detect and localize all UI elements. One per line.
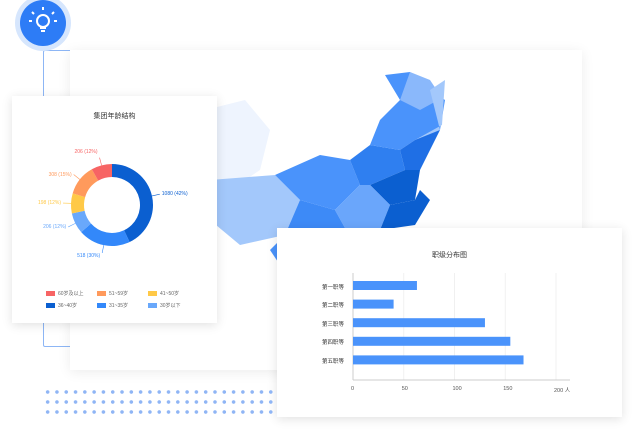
x-tick-label: 200 人 xyxy=(554,388,571,394)
legend-item: 51~59岁 xyxy=(97,290,128,297)
slice-label: 1080 (42%) xyxy=(161,191,188,198)
donut-slice xyxy=(91,164,112,181)
age-structure-card: 集团年龄结构 1080 (42%) 518 (30%) 206 (12%) 198 (… xyxy=(12,96,217,323)
label-leader-line xyxy=(99,157,102,166)
x-tick-label: 100 xyxy=(452,386,462,392)
slice-label: 198 (12%) xyxy=(37,200,62,207)
bar xyxy=(353,281,417,290)
lightbulb-icon xyxy=(20,0,66,46)
age-chart-title: 集团年龄结构 xyxy=(93,113,136,120)
label-leader-line xyxy=(151,193,160,197)
donut-slice xyxy=(81,223,130,246)
donut-slice xyxy=(112,164,153,243)
bar-chart-title: 职级分布图 xyxy=(432,252,467,259)
x-tick-label: 50 xyxy=(401,386,408,392)
legend-item: 31~35岁 xyxy=(97,302,128,309)
donut-slice xyxy=(72,169,99,198)
y-category-label: 第三职等 xyxy=(322,321,345,328)
y-category-label: 第四职等 xyxy=(322,340,345,347)
x-tick-label: 0 xyxy=(351,386,355,392)
legend-item: 41~50岁 xyxy=(148,290,179,297)
bar xyxy=(353,318,485,328)
label-leader-line xyxy=(68,223,76,228)
label-leader-line xyxy=(101,245,105,254)
label-leader-line xyxy=(73,174,81,180)
slice-label: 308 (15%) xyxy=(48,171,72,178)
legend-item: 30岁以下 xyxy=(148,302,181,309)
bar xyxy=(353,355,524,365)
slice-label: 518 (30%) xyxy=(77,253,101,259)
bar xyxy=(353,299,394,309)
slice-label: 206 (12%) xyxy=(74,148,98,155)
bar-chart xyxy=(352,273,570,381)
y-category-label: 第二职等 xyxy=(322,303,345,310)
donut-slice xyxy=(71,210,91,233)
donut-slice xyxy=(71,193,86,214)
x-tick-label: 150 xyxy=(503,386,513,392)
dot-pattern xyxy=(43,387,273,419)
y-category-label: 第一职等 xyxy=(322,284,345,291)
legend-item: 36~40岁 xyxy=(46,302,77,309)
slice-label: 206 (12%) xyxy=(43,223,67,230)
china-map xyxy=(200,72,445,265)
y-category-label: 第五职等 xyxy=(322,358,345,365)
legend-item: 60岁及以上 xyxy=(46,290,84,297)
donut-chart xyxy=(63,157,160,254)
bar xyxy=(353,336,511,346)
grade-distribution-card: 职级分布图 0 50 100 150 200 人 第一职等第二职等第三职等第四职等第五职等 xyxy=(277,228,622,417)
